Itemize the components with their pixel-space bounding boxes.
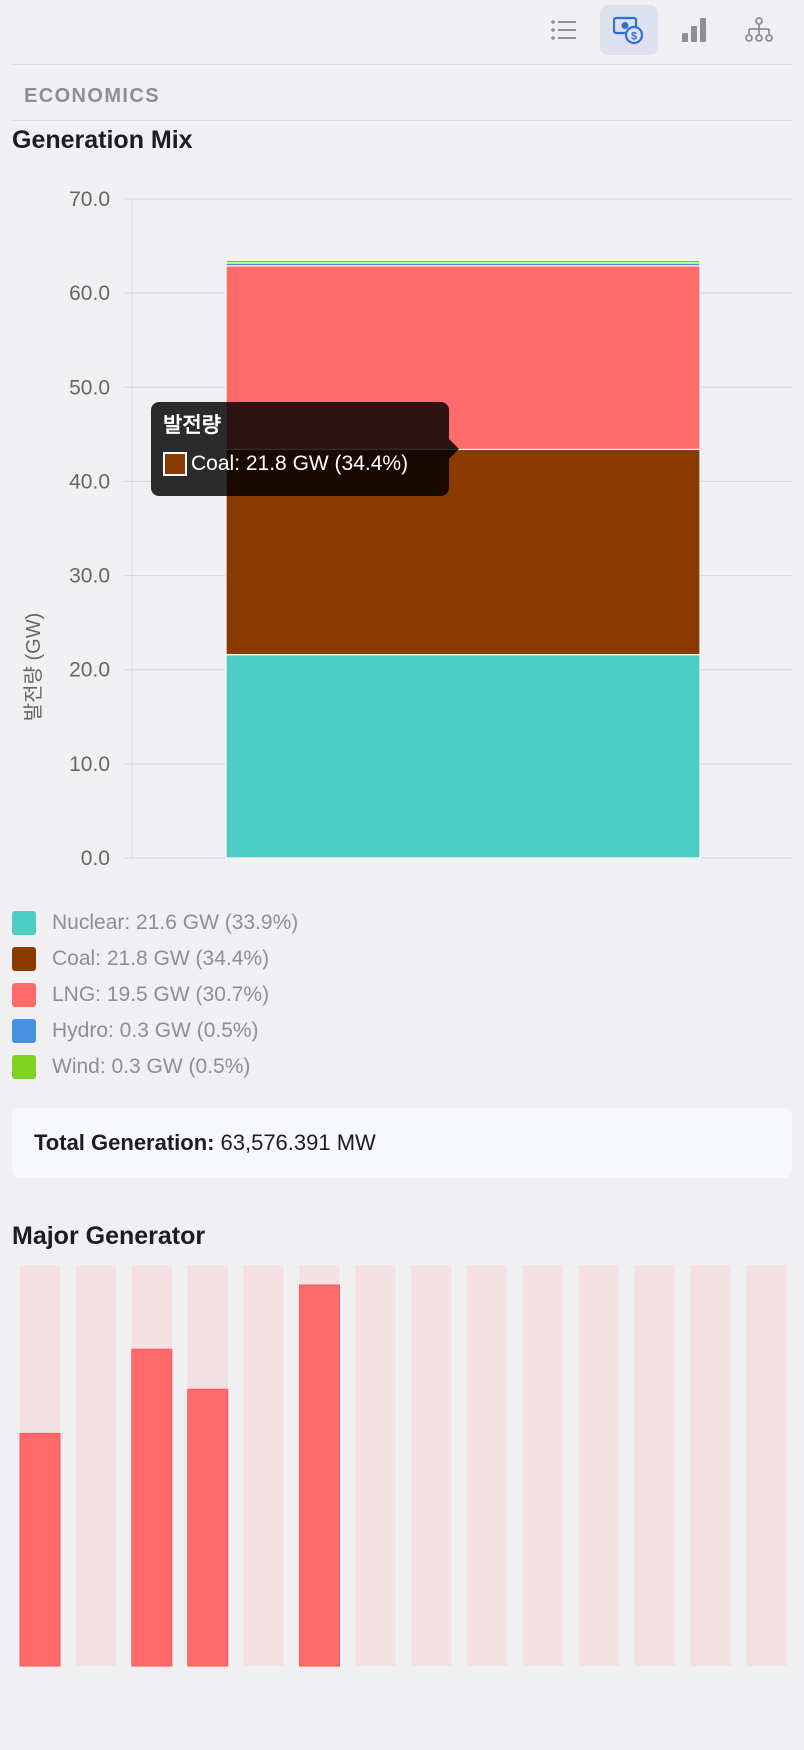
bar-segment-coal — [225, 448, 701, 656]
legend-swatch — [12, 911, 36, 935]
legend-item-coal[interactable]: Coal: 21.8 GW (34.4%) — [12, 941, 298, 977]
generator-bar-track — [690, 1265, 731, 1666]
generator-bar-track — [75, 1265, 116, 1666]
generation-mix-title: Generation Mix — [12, 126, 193, 154]
generator-bar-track — [523, 1265, 564, 1666]
legend-label: Hydro: 0.3 GW (0.5%) — [52, 1019, 259, 1042]
chart-tooltip: 발전량 Coal: 21.8 GW (34.4%) — [151, 402, 459, 496]
svg-text:$: $ — [631, 31, 637, 43]
section-label: ECONOMICS — [24, 85, 160, 107]
generator-bar-track — [411, 1265, 452, 1666]
legend-swatch — [12, 947, 36, 971]
generator-bar-track — [746, 1265, 787, 1666]
section-divider — [12, 120, 792, 121]
total-generation-label: Total Generation: — [34, 1130, 215, 1155]
y-tick-label: 70.0 — [69, 188, 110, 211]
tooltip-text: Coal: 21.8 GW (34.4%) — [191, 452, 409, 475]
legend-label: Nuclear: 21.6 GW (33.9%) — [52, 911, 299, 934]
y-tick-label: 50.0 — [69, 376, 110, 399]
legend-label: Coal: 21.8 GW (34.4%) — [52, 947, 270, 970]
legend-item-nuclear[interactable]: Nuclear: 21.6 GW (33.9%) — [12, 905, 298, 941]
economics-view-button[interactable]: $ — [600, 5, 658, 55]
generator-bar — [187, 1388, 229, 1667]
generation-mix-legend: Nuclear: 21.6 GW (33.9%) Coal: 21.8 GW (… — [12, 905, 298, 1085]
y-tick-label: 40.0 — [69, 470, 110, 493]
legend-swatch — [12, 983, 36, 1007]
bar-segment-wind — [225, 259, 701, 264]
bar-segment-nuclear — [225, 654, 701, 859]
legend-item-wind[interactable]: Wind: 0.3 GW (0.5%) — [12, 1049, 298, 1085]
list-icon — [551, 20, 576, 40]
chart-view-button[interactable] — [665, 5, 723, 55]
hierarchy-icon — [745, 17, 773, 42]
generator-bar — [19, 1432, 61, 1667]
economics-icon: $ — [613, 16, 644, 45]
y-tick-label: 10.0 — [69, 753, 110, 776]
total-generation-value: 63,576.391 MW — [220, 1130, 376, 1155]
generator-bar-track — [467, 1265, 508, 1666]
hierarchy-view-button[interactable] — [730, 5, 788, 55]
generator-bar — [131, 1348, 173, 1667]
legend-swatch — [12, 1055, 36, 1079]
legend-label: LNG: 19.5 GW (30.7%) — [52, 983, 270, 1006]
legend-swatch — [12, 1019, 36, 1043]
y-tick-label: 20.0 — [69, 659, 110, 682]
tooltip-title: 발전량 — [163, 414, 221, 437]
generator-bar — [299, 1284, 340, 1667]
generation-mix-chart: 0.0 10.0 20.0 30.0 40.0 50.0 60.0 70.0 발전량 (GW) — [22, 188, 792, 870]
y-tick-label: 30.0 — [69, 565, 110, 588]
y-axis-title: 발전량 (GW) — [22, 613, 45, 722]
y-tick-label: 0.0 — [81, 847, 110, 870]
y-tick-label: 60.0 — [69, 282, 110, 305]
tooltip-swatch — [163, 452, 187, 476]
generator-bar-track — [355, 1265, 396, 1666]
major-generator-chart — [19, 1265, 787, 1667]
toolbar-divider — [12, 64, 792, 65]
generator-bar-track — [243, 1265, 284, 1666]
legend-item-hydro[interactable]: Hydro: 0.3 GW (0.5%) — [12, 1013, 298, 1049]
tooltip-arrow — [449, 439, 459, 459]
generator-bar-track — [634, 1265, 675, 1666]
list-view-button[interactable] — [535, 5, 593, 55]
total-generation-box: Total Generation: 63,576.391 MW — [12, 1108, 792, 1178]
legend-item-lng[interactable]: LNG: 19.5 GW (30.7%) — [12, 977, 298, 1013]
legend-label: Wind: 0.3 GW (0.5%) — [52, 1055, 251, 1078]
tooltip-row: Coal: 21.8 GW (34.4%) — [163, 452, 437, 476]
bar-chart-icon — [682, 18, 706, 42]
view-toolbar: $ — [0, 0, 804, 62]
generator-bar-track — [579, 1265, 619, 1666]
major-generator-title: Major Generator — [12, 1222, 206, 1250]
